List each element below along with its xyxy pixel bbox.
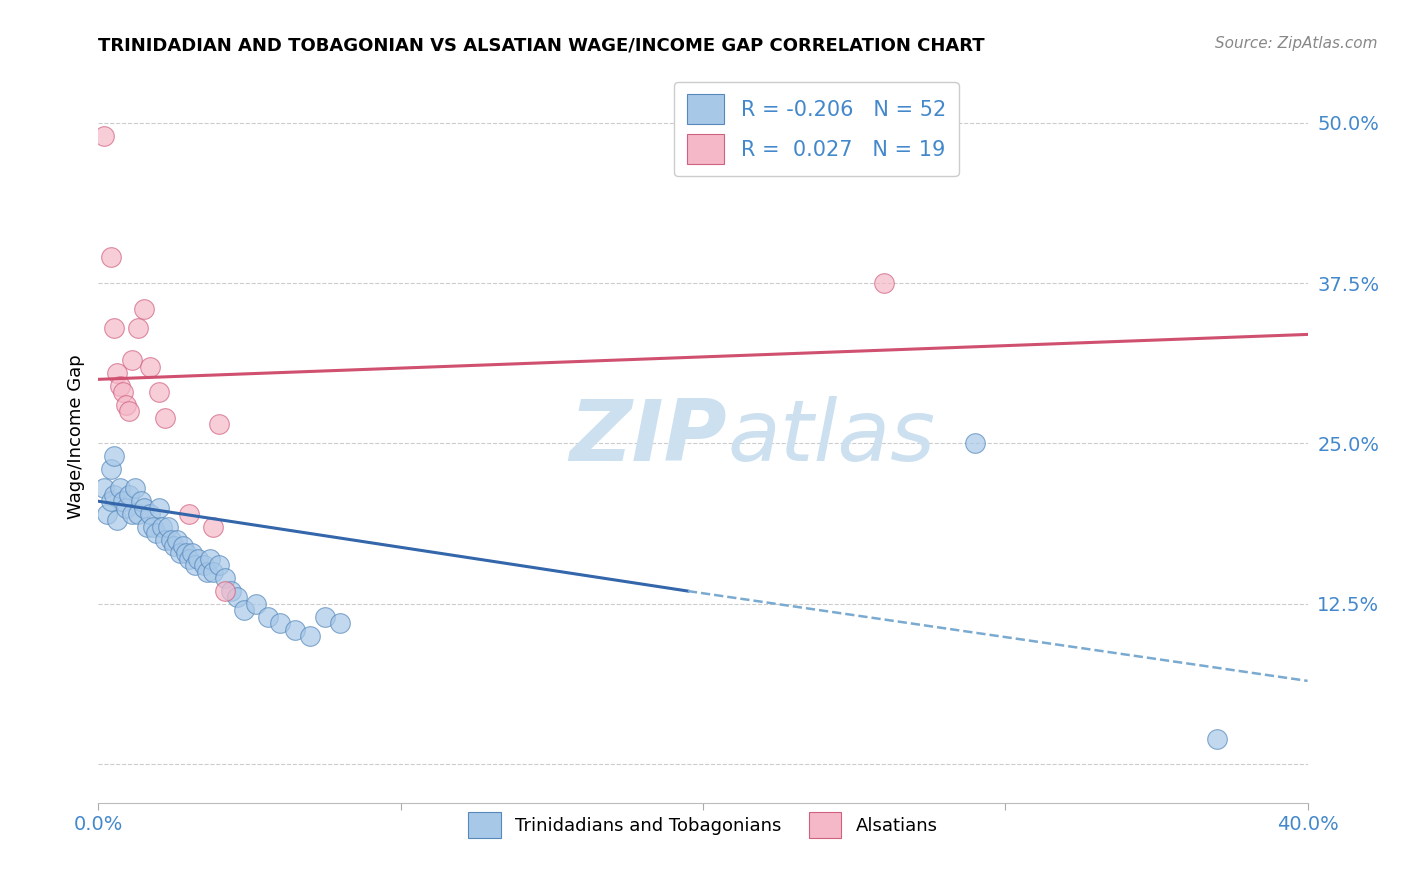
Point [121, 353, 143, 368]
Point [103, 488, 125, 502]
Point [208, 417, 231, 432]
Point [114, 398, 136, 412]
Point [118, 488, 141, 502]
Point [200, 552, 222, 566]
Point [93, 482, 115, 496]
Point [129, 494, 152, 508]
Point [108, 378, 131, 392]
Point [139, 507, 162, 521]
Point [132, 301, 155, 316]
Text: ZIP: ZIP [569, 395, 727, 479]
Point [105, 514, 128, 528]
Point [100, 251, 122, 265]
Point [124, 482, 146, 496]
Text: TRINIDADIAN AND TOBAGONIAN VS ALSATIAN WAGE/INCOME GAP CORRELATION CHART: TRINIDADIAN AND TOBAGONIAN VS ALSATIAN W… [98, 37, 986, 54]
Point [103, 321, 125, 335]
Point [193, 558, 215, 573]
Point [256, 609, 278, 624]
Point [160, 533, 183, 547]
Point [873, 276, 896, 290]
Point [111, 494, 134, 508]
Point [96, 507, 118, 521]
Point [156, 520, 179, 534]
Point [202, 565, 225, 579]
Point [148, 500, 170, 515]
Point [179, 507, 201, 521]
Point [142, 520, 165, 534]
Point [214, 571, 236, 585]
Point [118, 404, 141, 418]
Point [153, 533, 176, 547]
Point [269, 616, 291, 631]
Point [965, 436, 987, 450]
Text: Source: ZipAtlas.com: Source: ZipAtlas.com [1215, 36, 1378, 51]
Point [232, 603, 254, 617]
Point [111, 385, 134, 400]
Point [108, 482, 131, 496]
Point [169, 545, 191, 559]
Point [314, 609, 336, 624]
Point [174, 545, 197, 559]
Point [208, 558, 231, 573]
Point [132, 500, 155, 515]
Y-axis label: Wage/Income Gap: Wage/Income Gap [66, 355, 84, 519]
Point [184, 558, 207, 573]
Point [135, 520, 157, 534]
Point [179, 552, 201, 566]
Point [127, 507, 149, 521]
Point [284, 623, 307, 637]
Point [214, 584, 236, 599]
Point [187, 552, 209, 566]
Point [166, 533, 188, 547]
Point [221, 584, 243, 599]
Point [127, 321, 149, 335]
Legend: Trinidadians and Tobagonians, Alsatians: Trinidadians and Tobagonians, Alsatians [461, 805, 945, 845]
Point [114, 500, 136, 515]
Point [139, 359, 162, 374]
Point [1206, 731, 1229, 746]
Point [121, 507, 143, 521]
Point [93, 128, 115, 143]
Point [105, 366, 128, 380]
Point [153, 410, 176, 425]
Point [150, 520, 173, 534]
Point [145, 526, 167, 541]
Point [172, 539, 194, 553]
Point [103, 450, 125, 464]
Point [202, 520, 225, 534]
Point [195, 565, 218, 579]
Text: atlas: atlas [727, 395, 935, 479]
Point [148, 385, 170, 400]
Point [226, 591, 249, 605]
Point [163, 539, 186, 553]
Point [299, 629, 322, 643]
Point [245, 597, 267, 611]
Point [100, 494, 122, 508]
Point [100, 462, 122, 476]
Point [329, 616, 352, 631]
Point [181, 545, 204, 559]
